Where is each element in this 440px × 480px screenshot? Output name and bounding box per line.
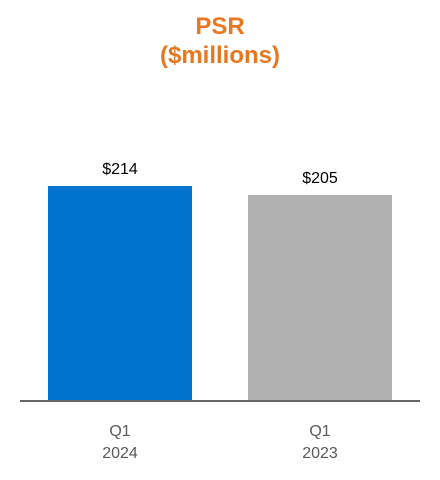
category-label-1-1: 2023 [302, 445, 338, 462]
chart-subtitle: ($millions) [159, 42, 280, 69]
data-label-0: $214 [102, 161, 138, 178]
category-label-0-1: 2024 [102, 445, 138, 462]
chart-title: PSR [195, 13, 245, 40]
bar-1 [248, 195, 392, 400]
category-label-0-0: Q1 [109, 423, 130, 440]
category-label-1-0: Q1 [309, 423, 330, 440]
data-label-1: $205 [302, 170, 338, 187]
bar-0 [48, 186, 192, 400]
chart-title-block: PSR ($millions) [0, 12, 440, 70]
